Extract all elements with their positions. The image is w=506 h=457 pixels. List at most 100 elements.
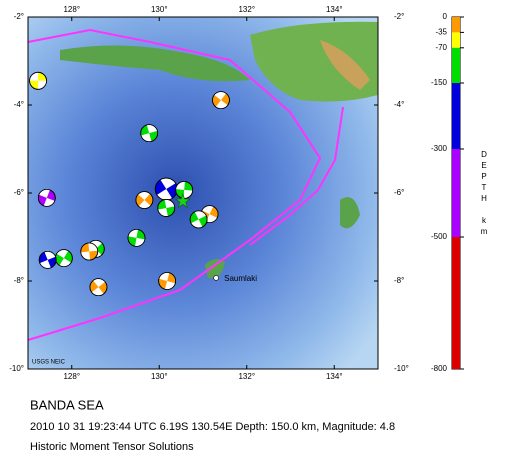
depth-label: -70 bbox=[435, 43, 447, 52]
lon-label: 130° bbox=[151, 5, 168, 14]
beachball-quadrant bbox=[214, 91, 227, 101]
beachball bbox=[212, 91, 230, 110]
beachball-quadrant bbox=[194, 210, 207, 220]
beachball bbox=[54, 249, 73, 268]
lat-label: -8° bbox=[14, 276, 24, 285]
lon-label: 132° bbox=[238, 5, 255, 14]
beachball-quadrant bbox=[59, 258, 72, 267]
beachball-edge bbox=[80, 242, 99, 261]
beachball bbox=[89, 278, 108, 297]
lat-label: -2° bbox=[394, 12, 404, 21]
land bbox=[320, 40, 370, 90]
lat-label: -4° bbox=[14, 100, 24, 109]
beachball-edge bbox=[127, 228, 146, 247]
beachball-quadrant bbox=[29, 72, 39, 81]
lat-label: -4° bbox=[394, 100, 404, 109]
beachball-quadrant bbox=[88, 243, 98, 252]
plate-boundary bbox=[249, 106, 344, 246]
depth-label: -500 bbox=[431, 232, 448, 241]
plate-boundary bbox=[27, 28, 322, 341]
beachball-edge bbox=[38, 250, 57, 269]
place-marker bbox=[213, 275, 219, 281]
beachball bbox=[37, 188, 56, 207]
layer: 128° 128° 130° 130° 132° 132° 134° 134° -2° -2° -4… bbox=[9, 5, 487, 381]
beachball-quadrant bbox=[56, 249, 69, 259]
lon-label: 132° bbox=[238, 372, 255, 381]
beachball-quadrant bbox=[175, 181, 185, 190]
beachball bbox=[189, 210, 208, 229]
beachball-edge bbox=[37, 188, 56, 207]
depth-label: -300 bbox=[431, 144, 448, 153]
beachball bbox=[29, 71, 47, 90]
beachball bbox=[38, 250, 57, 269]
place-label: Saumlaki bbox=[224, 274, 257, 283]
lat-label: -10° bbox=[9, 364, 24, 373]
beachball-quadrant bbox=[138, 200, 151, 209]
depth-label: -35 bbox=[435, 28, 447, 37]
beachball-edge bbox=[157, 199, 176, 217]
beachball-quadrant bbox=[215, 100, 228, 109]
lat-label: -8° bbox=[394, 276, 404, 285]
depth-label: 0 bbox=[443, 12, 448, 21]
beachball bbox=[154, 177, 178, 201]
beachball-quadrant bbox=[164, 199, 175, 208]
lon-label: 134° bbox=[326, 5, 343, 14]
beachball-quadrant bbox=[128, 229, 138, 238]
lat-label: -6° bbox=[394, 188, 404, 197]
caption-detail: 2010 10 31 19:23:44 UTC 6.19S 130.54E De… bbox=[30, 421, 395, 433]
beachball-quadrant bbox=[160, 178, 176, 190]
beachball bbox=[140, 124, 159, 143]
depth-band bbox=[452, 32, 460, 48]
beachball-quadrant bbox=[80, 251, 91, 261]
beachball-quadrant bbox=[91, 287, 104, 296]
beachball bbox=[135, 191, 154, 209]
beachball-quadrant bbox=[138, 191, 151, 201]
lon-label: 130° bbox=[151, 372, 168, 381]
depth-band bbox=[452, 17, 460, 33]
beachball-edge bbox=[135, 191, 154, 209]
beachball-quadrant bbox=[90, 240, 103, 249]
beachball-quadrant bbox=[157, 207, 168, 217]
beachball bbox=[175, 181, 194, 199]
lat-label: -10° bbox=[394, 364, 409, 373]
beachball-edge bbox=[212, 91, 230, 110]
beachball-quadrant bbox=[191, 219, 203, 228]
lon-label: 134° bbox=[326, 372, 343, 381]
beachball-quadrant bbox=[93, 278, 106, 288]
land bbox=[250, 21, 378, 102]
depth-band bbox=[452, 83, 460, 149]
caption-note: Historic Moment Tensor Solutions bbox=[30, 441, 194, 452]
beachball-edge bbox=[158, 272, 177, 290]
lon-label: 128° bbox=[63, 5, 80, 14]
beachball bbox=[157, 199, 176, 217]
beachball-quadrant bbox=[183, 189, 193, 199]
lat-label: -6° bbox=[14, 188, 24, 197]
land bbox=[60, 45, 250, 82]
depth-band bbox=[452, 237, 460, 369]
beachball bbox=[80, 242, 99, 261]
beachball-edge bbox=[29, 71, 47, 90]
beachball-edge bbox=[140, 124, 159, 143]
lat-label: -2° bbox=[14, 12, 24, 21]
beachball bbox=[127, 228, 146, 247]
beachball-quadrant bbox=[156, 189, 173, 201]
lon-label: 128° bbox=[63, 372, 80, 381]
beachball-quadrant bbox=[205, 214, 218, 223]
depth-label: -800 bbox=[431, 364, 448, 373]
beachball-edge bbox=[189, 210, 208, 229]
land bbox=[340, 197, 360, 229]
depth-band bbox=[452, 149, 460, 237]
land bbox=[205, 259, 225, 279]
beachball bbox=[158, 272, 177, 290]
epicenter bbox=[174, 192, 191, 209]
depth-label: -150 bbox=[431, 78, 448, 87]
caption-title: BANDA SEA bbox=[30, 397, 104, 412]
depth-band bbox=[452, 47, 460, 83]
beachball-edge bbox=[89, 278, 108, 297]
beachball-quadrant bbox=[135, 237, 145, 247]
beachball-quadrant bbox=[201, 205, 214, 215]
credit: USGS NEIC bbox=[32, 360, 66, 366]
beachball-quadrant bbox=[38, 80, 47, 90]
